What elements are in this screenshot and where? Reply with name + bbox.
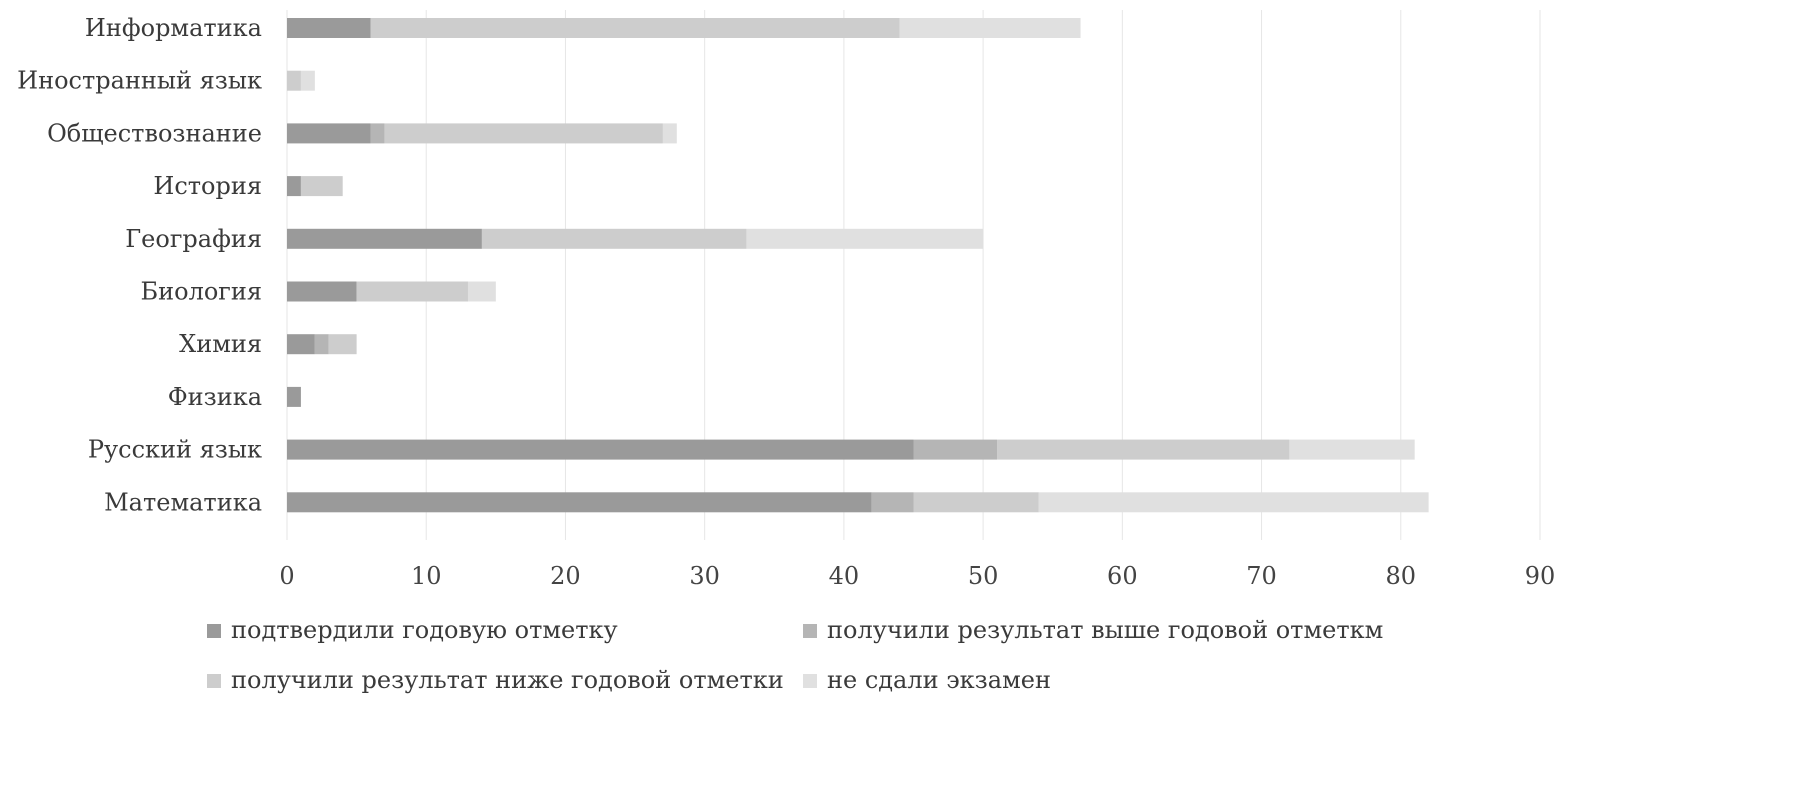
category-label: Русский язык [88, 436, 262, 464]
x-tick-label: 20 [550, 562, 581, 590]
bar-segment [370, 18, 900, 38]
x-tick-label: 90 [1525, 562, 1556, 590]
bar-segment [1289, 439, 1415, 460]
category-labels: Информатика Иностранный язык Обществознани… [17, 14, 262, 516]
bar-segment [997, 439, 1290, 460]
bar-segment [287, 176, 301, 197]
bar-segment [287, 18, 371, 38]
bar-segment [287, 386, 301, 407]
category-label: Иностранный язык [17, 67, 262, 95]
bar-segment [300, 70, 315, 91]
bar-segment [314, 334, 329, 355]
bar-segment [871, 492, 914, 513]
category-label: Физика [168, 383, 262, 411]
legend-label: подтвердили годовую отметку [231, 616, 618, 644]
bar-segment [356, 281, 468, 302]
bars [287, 18, 1429, 513]
x-tick-label: 0 [279, 562, 294, 590]
bar-segment [300, 176, 343, 197]
legend-label: получили результат выше годовой отметкм [827, 616, 1383, 644]
bar-segment [746, 228, 984, 249]
gridlines [286, 10, 1541, 540]
bar-segment [287, 439, 914, 460]
x-tick-label: 40 [829, 562, 860, 590]
bar-segment [913, 492, 1039, 513]
x-tick-label: 70 [1246, 562, 1277, 590]
category-label: География [125, 225, 262, 253]
legend-label: получили результат ниже годовой отметки [231, 666, 784, 694]
legend-swatch [803, 674, 817, 688]
bar-segment [913, 439, 998, 460]
category-label: Обществознание [47, 119, 262, 147]
x-tick-label: 50 [968, 562, 999, 590]
category-label: Математика [104, 488, 262, 516]
legend-swatch [207, 624, 221, 638]
bar-segment [328, 334, 357, 355]
legend-swatch [207, 674, 221, 688]
category-label: История [153, 172, 262, 200]
legend-label: не сдали экзамен [827, 666, 1051, 694]
bar-segment [481, 228, 747, 249]
bar-segment [1038, 492, 1429, 513]
bar-segment [287, 70, 301, 91]
legend-swatch [803, 624, 817, 638]
category-label: Информатика [85, 14, 262, 42]
bar-segment [370, 123, 385, 144]
category-label: Химия [179, 330, 262, 358]
bar-segment [384, 123, 663, 144]
category-label: Биология [141, 278, 263, 306]
x-tick-label: 10 [411, 562, 442, 590]
x-tick-label: 30 [689, 562, 720, 590]
x-axis-tick-labels: 0 10 20 30 40 50 60 70 80 90 [279, 562, 1555, 590]
legend: подтвердили годовую отметку получили резу… [207, 616, 1383, 694]
bar-segment [287, 281, 357, 302]
x-tick-label: 80 [1386, 562, 1417, 590]
bar-segment [467, 281, 496, 302]
bar-segment [287, 334, 315, 355]
bar-segment [287, 492, 872, 513]
bar-segment [899, 18, 1081, 38]
bar-segment [287, 228, 482, 249]
bar-segment [662, 123, 677, 144]
bar-segment [287, 123, 371, 144]
x-tick-label: 60 [1107, 562, 1138, 590]
